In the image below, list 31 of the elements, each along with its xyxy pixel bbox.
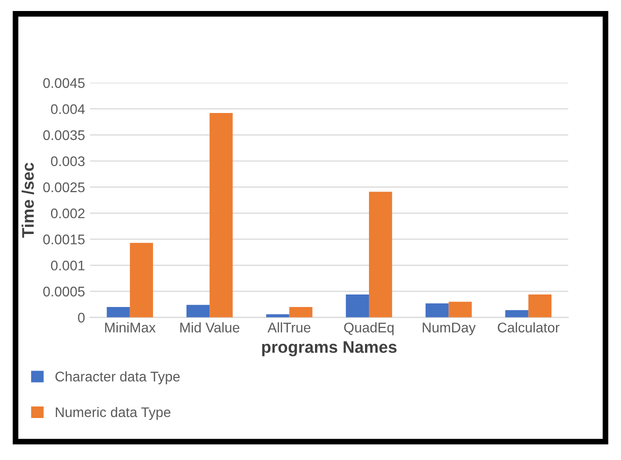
bar [346, 294, 369, 318]
bar [368, 192, 392, 318]
x-axis-title: programs Names [262, 341, 397, 356]
bar [186, 304, 210, 318]
x-tick-label: AllTrue [268, 322, 310, 332]
y-tick-label: 0.0045 [43, 78, 85, 88]
bar [505, 310, 528, 318]
bar [528, 294, 552, 318]
y-tick-label: 0.0035 [43, 130, 85, 140]
x-tick-label: Calculator [498, 322, 560, 332]
y-tick-label: 0.004 [50, 104, 85, 114]
bar [426, 303, 449, 318]
x-tick-label: NumDay [422, 322, 476, 336]
y-tick-label: 0.003 [50, 156, 85, 166]
x-tick-label: MiniMax [105, 322, 156, 332]
y-tick-label: 0.002 [50, 208, 84, 218]
bar [130, 242, 154, 318]
legend-label: Character data Type [55, 371, 180, 384]
x-tick-label: QuadEq [344, 322, 394, 336]
x-tick-label: Mid Value [180, 322, 240, 332]
y-tick-label: 0 [78, 312, 85, 323]
bar [289, 306, 312, 318]
y-tick-label: 0.0025 [43, 182, 85, 192]
y-tick-label: 0.001 [50, 260, 85, 270]
y-tick-label: 0.0015 [43, 234, 85, 244]
bar [210, 113, 233, 318]
y-axis-title: Time /sec [22, 162, 34, 238]
legend-label: Numeric data Type [56, 406, 170, 420]
y-tick-label: 0.0005 [43, 286, 85, 297]
bar [448, 302, 472, 318]
bar [106, 306, 130, 318]
